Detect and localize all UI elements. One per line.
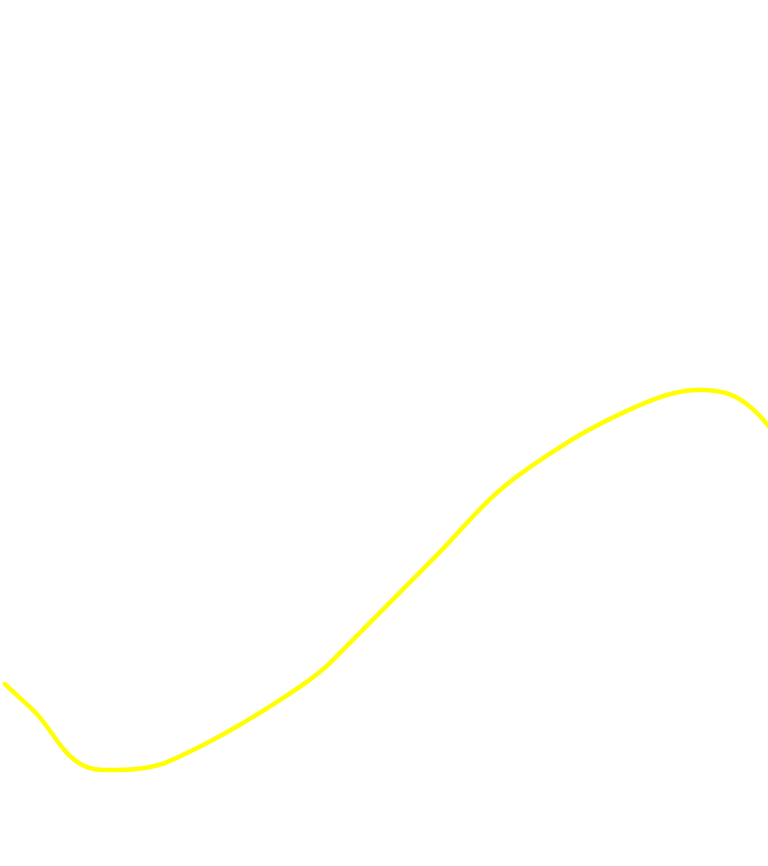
freehand-stroke bbox=[2, 387, 768, 773]
